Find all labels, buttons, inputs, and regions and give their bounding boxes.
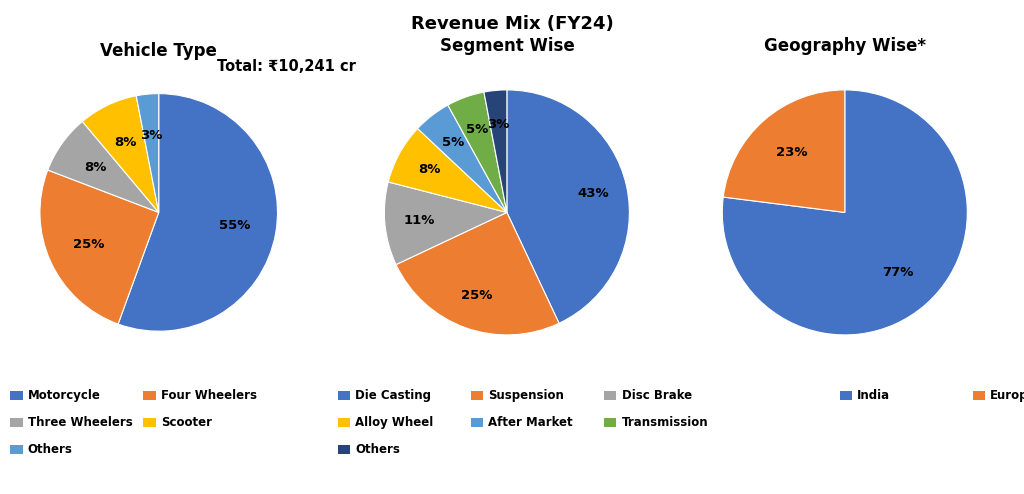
Wedge shape bbox=[447, 92, 507, 212]
Text: 23%: 23% bbox=[776, 146, 808, 159]
Title: Segment Wise: Segment Wise bbox=[439, 37, 574, 55]
Text: 43%: 43% bbox=[578, 187, 609, 200]
Text: 5%: 5% bbox=[466, 123, 488, 136]
Wedge shape bbox=[723, 90, 845, 212]
Text: 8%: 8% bbox=[419, 164, 440, 176]
Wedge shape bbox=[118, 94, 278, 331]
Text: 8%: 8% bbox=[115, 136, 137, 149]
Text: 3%: 3% bbox=[140, 129, 163, 142]
Text: 11%: 11% bbox=[403, 214, 435, 227]
Wedge shape bbox=[40, 170, 159, 324]
Text: Disc Brake: Disc Brake bbox=[622, 389, 691, 402]
Text: Transmission: Transmission bbox=[622, 416, 709, 429]
Wedge shape bbox=[136, 94, 159, 212]
Text: Others: Others bbox=[28, 443, 73, 456]
Text: 3%: 3% bbox=[487, 118, 510, 131]
Text: 25%: 25% bbox=[73, 238, 104, 251]
Text: 25%: 25% bbox=[462, 289, 493, 302]
Wedge shape bbox=[48, 122, 159, 212]
Wedge shape bbox=[388, 128, 507, 212]
Wedge shape bbox=[418, 105, 507, 212]
Text: 8%: 8% bbox=[85, 161, 108, 174]
Wedge shape bbox=[722, 90, 968, 335]
Wedge shape bbox=[384, 182, 507, 265]
Wedge shape bbox=[82, 96, 159, 212]
Text: Four Wheelers: Four Wheelers bbox=[161, 389, 257, 402]
Text: Revenue Mix (FY24): Revenue Mix (FY24) bbox=[411, 15, 613, 33]
Wedge shape bbox=[507, 90, 630, 323]
Wedge shape bbox=[396, 212, 559, 335]
Text: Others: Others bbox=[355, 443, 400, 456]
Title: Geography Wise*: Geography Wise* bbox=[764, 37, 926, 55]
Text: Scooter: Scooter bbox=[161, 416, 212, 429]
Text: 77%: 77% bbox=[882, 266, 913, 279]
Text: Total: ₹10,241 cr: Total: ₹10,241 cr bbox=[217, 59, 356, 74]
Text: Alloy Wheel: Alloy Wheel bbox=[355, 416, 433, 429]
Text: 5%: 5% bbox=[441, 136, 464, 149]
Title: Vehicle Type: Vehicle Type bbox=[100, 41, 217, 60]
Wedge shape bbox=[484, 90, 507, 212]
Text: 55%: 55% bbox=[219, 219, 251, 232]
Text: India: India bbox=[857, 389, 890, 402]
Text: Suspension: Suspension bbox=[488, 389, 564, 402]
Text: Motorcycle: Motorcycle bbox=[28, 389, 100, 402]
Text: Die Casting: Die Casting bbox=[355, 389, 431, 402]
Text: After Market: After Market bbox=[488, 416, 573, 429]
Text: Three Wheelers: Three Wheelers bbox=[28, 416, 132, 429]
Text: Europe: Europe bbox=[990, 389, 1024, 402]
